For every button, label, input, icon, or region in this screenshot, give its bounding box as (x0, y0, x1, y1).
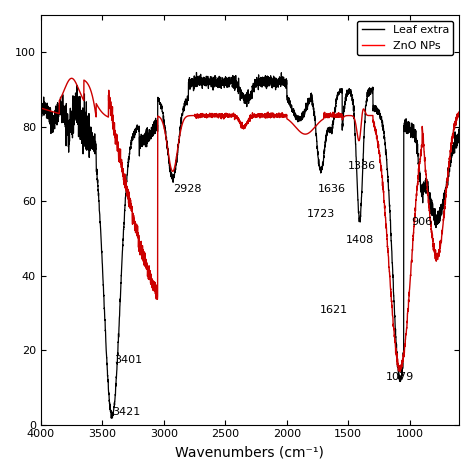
Text: 1636: 1636 (318, 184, 346, 194)
ZnO NPs (384, 239, 390, 245)
Legend: Leaf extra, ZnO NPs: Leaf extra, ZnO NPs (357, 20, 454, 55)
Text: 3421: 3421 (112, 407, 140, 417)
Text: 3401: 3401 (115, 355, 143, 365)
ZnO NPs (430, 241, 436, 246)
Text: 1386: 1386 (348, 161, 376, 172)
ZnO NPs (38, 105, 44, 111)
X-axis label: Wavenumbers (cm⁻¹): Wavenumbers (cm⁻¹) (175, 445, 324, 459)
Text: 1723: 1723 (307, 209, 335, 219)
Line: ZnO NPs: ZnO NPs (41, 78, 459, 372)
Text: 1408: 1408 (346, 235, 374, 245)
ZnO NPs (324, 110, 330, 116)
Leaf extra (324, 128, 330, 134)
Line: Leaf extra: Leaf extra (41, 73, 459, 418)
ZnO NPs (456, 113, 462, 118)
Leaf extra (384, 167, 390, 173)
ZnO NPs (397, 369, 403, 374)
ZnO NPs (69, 75, 74, 81)
Leaf extra (109, 415, 114, 421)
Text: 2928: 2928 (173, 184, 201, 194)
Text: 1079: 1079 (386, 373, 414, 383)
ZnO NPs (286, 118, 292, 123)
Leaf extra (38, 118, 44, 123)
Leaf extra (286, 97, 292, 102)
Text: 906: 906 (411, 217, 432, 227)
Leaf extra (410, 132, 416, 138)
Leaf extra (456, 137, 462, 143)
Text: 1621: 1621 (319, 305, 347, 315)
Leaf extra (430, 211, 436, 217)
Leaf extra (194, 70, 200, 75)
ZnO NPs (255, 112, 261, 118)
Leaf extra (255, 77, 261, 83)
ZnO NPs (410, 230, 416, 236)
